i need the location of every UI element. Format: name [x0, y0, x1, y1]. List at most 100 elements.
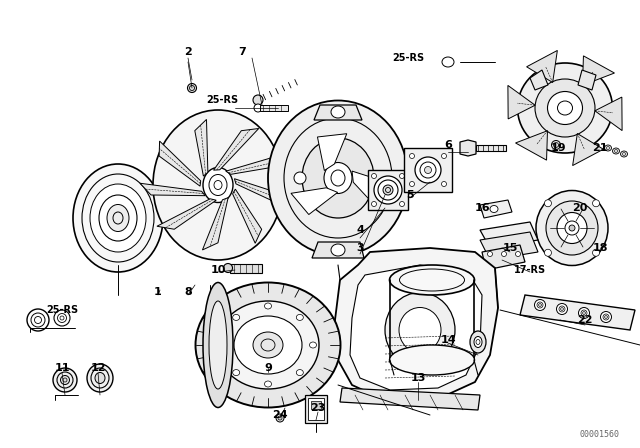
Text: 18: 18 [592, 243, 608, 253]
Polygon shape [314, 105, 362, 120]
Polygon shape [582, 56, 614, 85]
Text: 23: 23 [310, 403, 326, 413]
Ellipse shape [561, 307, 563, 310]
Bar [476, 145, 506, 151]
Ellipse shape [233, 370, 240, 375]
Ellipse shape [188, 83, 196, 92]
Text: 9: 9 [264, 363, 272, 373]
Ellipse shape [390, 265, 474, 295]
Ellipse shape [264, 381, 271, 387]
Ellipse shape [264, 303, 271, 309]
Ellipse shape [371, 202, 376, 207]
Text: 12: 12 [90, 363, 106, 373]
Ellipse shape [73, 164, 163, 272]
Polygon shape [352, 171, 388, 207]
Ellipse shape [424, 167, 431, 173]
Ellipse shape [538, 303, 541, 306]
Polygon shape [232, 189, 262, 243]
Ellipse shape [223, 263, 232, 272]
Text: 11: 11 [54, 363, 70, 373]
Ellipse shape [547, 91, 582, 125]
Ellipse shape [490, 206, 498, 212]
Polygon shape [480, 222, 538, 248]
Polygon shape [573, 134, 604, 166]
Ellipse shape [605, 315, 607, 319]
Polygon shape [234, 179, 291, 209]
Text: 1: 1 [154, 287, 162, 297]
Text: 13: 13 [410, 373, 426, 383]
Ellipse shape [203, 283, 233, 408]
Polygon shape [202, 198, 228, 250]
Text: 6: 6 [444, 140, 452, 150]
Polygon shape [157, 199, 216, 229]
Ellipse shape [488, 251, 493, 257]
Polygon shape [520, 295, 635, 330]
Text: 19: 19 [550, 143, 566, 153]
Ellipse shape [399, 307, 441, 353]
Ellipse shape [203, 168, 233, 202]
Ellipse shape [515, 251, 520, 257]
Polygon shape [291, 188, 338, 215]
Ellipse shape [399, 202, 404, 207]
Text: 14: 14 [440, 335, 456, 345]
Ellipse shape [557, 212, 587, 244]
Ellipse shape [535, 79, 595, 137]
Polygon shape [480, 232, 538, 260]
Ellipse shape [385, 293, 455, 367]
Polygon shape [480, 200, 512, 218]
Ellipse shape [217, 301, 319, 389]
Text: 8: 8 [184, 287, 192, 297]
Text: 24: 24 [272, 410, 288, 420]
Ellipse shape [107, 204, 129, 232]
Text: 2: 2 [184, 47, 192, 57]
Polygon shape [340, 388, 480, 410]
Polygon shape [159, 141, 201, 186]
Text: 22: 22 [577, 315, 593, 325]
Ellipse shape [310, 342, 317, 348]
Ellipse shape [220, 342, 227, 348]
Ellipse shape [27, 309, 49, 331]
Ellipse shape [209, 301, 227, 389]
Ellipse shape [53, 368, 77, 392]
Polygon shape [214, 129, 259, 170]
Text: 25-RS: 25-RS [392, 53, 424, 63]
Ellipse shape [552, 141, 561, 150]
Ellipse shape [579, 307, 589, 319]
Ellipse shape [518, 63, 612, 153]
Polygon shape [530, 70, 548, 90]
Ellipse shape [253, 95, 263, 105]
Polygon shape [527, 51, 557, 82]
Ellipse shape [399, 173, 404, 178]
Text: 10: 10 [211, 265, 226, 275]
Ellipse shape [621, 151, 627, 157]
Ellipse shape [593, 249, 600, 256]
Polygon shape [516, 131, 547, 160]
Polygon shape [335, 248, 498, 400]
Ellipse shape [95, 372, 105, 383]
Ellipse shape [415, 157, 441, 183]
Polygon shape [226, 156, 292, 174]
Ellipse shape [370, 172, 382, 184]
Ellipse shape [331, 106, 345, 118]
Ellipse shape [546, 201, 598, 255]
Ellipse shape [296, 314, 303, 320]
Ellipse shape [383, 185, 393, 195]
Polygon shape [312, 242, 364, 258]
Ellipse shape [390, 345, 474, 375]
Text: 25-RS: 25-RS [46, 305, 78, 315]
Ellipse shape [502, 251, 506, 257]
Text: 25-RS: 25-RS [206, 95, 238, 105]
Polygon shape [482, 245, 525, 270]
Ellipse shape [470, 331, 486, 353]
Ellipse shape [294, 172, 306, 184]
Ellipse shape [371, 173, 376, 178]
Ellipse shape [536, 190, 608, 266]
Ellipse shape [600, 311, 611, 323]
Ellipse shape [234, 316, 302, 374]
Ellipse shape [545, 249, 552, 256]
Polygon shape [350, 265, 482, 390]
Ellipse shape [569, 225, 575, 231]
Text: 20: 20 [572, 203, 588, 213]
Ellipse shape [153, 110, 283, 260]
Ellipse shape [268, 100, 408, 255]
